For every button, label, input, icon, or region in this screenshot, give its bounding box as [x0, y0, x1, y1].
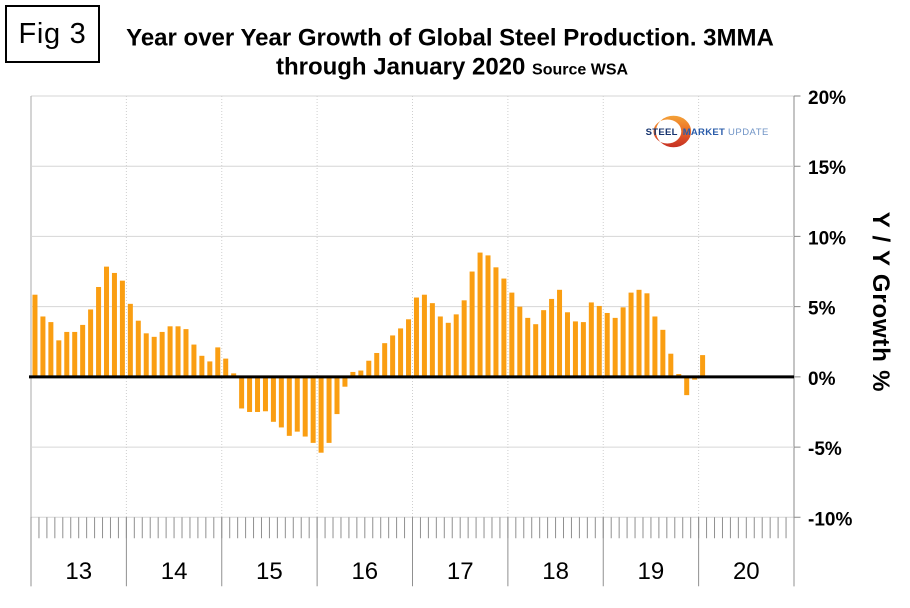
- svg-text:20: 20: [733, 558, 760, 585]
- svg-text:Fig 3: Fig 3: [19, 18, 87, 50]
- svg-text:13: 13: [65, 558, 92, 585]
- svg-text:0%: 0%: [808, 369, 836, 390]
- svg-text:-5%: -5%: [808, 439, 842, 460]
- svg-text:15%: 15%: [808, 158, 846, 179]
- svg-text:through January 2020 Source WS: through January 2020 Source WSA: [276, 54, 629, 81]
- svg-text:Y / Y Growth %: Y / Y Growth %: [867, 212, 894, 393]
- svg-text:16: 16: [351, 558, 378, 585]
- svg-text:-10%: -10%: [808, 509, 852, 530]
- svg-text:14: 14: [161, 558, 188, 585]
- svg-text:MARKET: MARKET: [683, 127, 725, 138]
- svg-text:Year over Year Growth of Globa: Year over Year Growth of Global Steel Pr…: [126, 25, 774, 52]
- svg-text:17: 17: [447, 558, 474, 585]
- svg-text:STEEL: STEEL: [646, 127, 678, 138]
- svg-text:10%: 10%: [808, 228, 846, 249]
- svg-text:15: 15: [256, 558, 283, 585]
- svg-text:UPDATE: UPDATE: [728, 127, 769, 138]
- svg-text:18: 18: [542, 558, 569, 585]
- svg-text:19: 19: [638, 558, 665, 585]
- svg-text:20%: 20%: [808, 88, 846, 109]
- svg-text:5%: 5%: [808, 299, 836, 320]
